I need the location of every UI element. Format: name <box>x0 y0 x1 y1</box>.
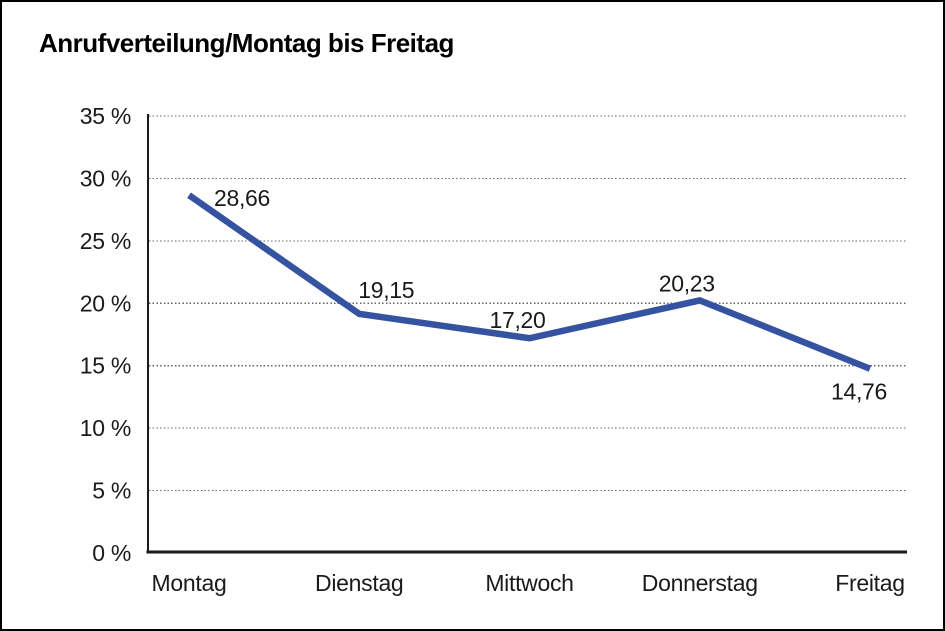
y-tick-label: 0 % <box>92 540 131 566</box>
x-category-label: Donnerstag <box>642 570 758 596</box>
data-point-label: 28,66 <box>214 185 270 211</box>
data-point-label: 19,15 <box>358 277 414 303</box>
y-tick-label: 20 % <box>80 290 131 316</box>
x-category-label: Dienstag <box>315 570 403 596</box>
y-tick-label: 35 % <box>80 103 131 129</box>
data-point-label: 20,23 <box>659 270 715 296</box>
y-tick-label: 10 % <box>80 415 131 441</box>
data-point-label: 17,20 <box>489 307 545 333</box>
x-category-label: Mittwoch <box>485 570 573 596</box>
y-tick-label: 25 % <box>80 228 131 254</box>
x-category-label: Freitag <box>835 570 904 596</box>
y-tick-label: 5 % <box>92 478 131 504</box>
series-line <box>187 192 872 372</box>
chart-title: Anrufverteilung/Montag bis Freitag <box>39 28 454 58</box>
data-point-label: 14,76 <box>831 379 887 405</box>
y-tick-label: 30 % <box>80 165 131 191</box>
y-tick-label: 15 % <box>80 353 131 379</box>
x-category-label: Montag <box>152 570 227 596</box>
